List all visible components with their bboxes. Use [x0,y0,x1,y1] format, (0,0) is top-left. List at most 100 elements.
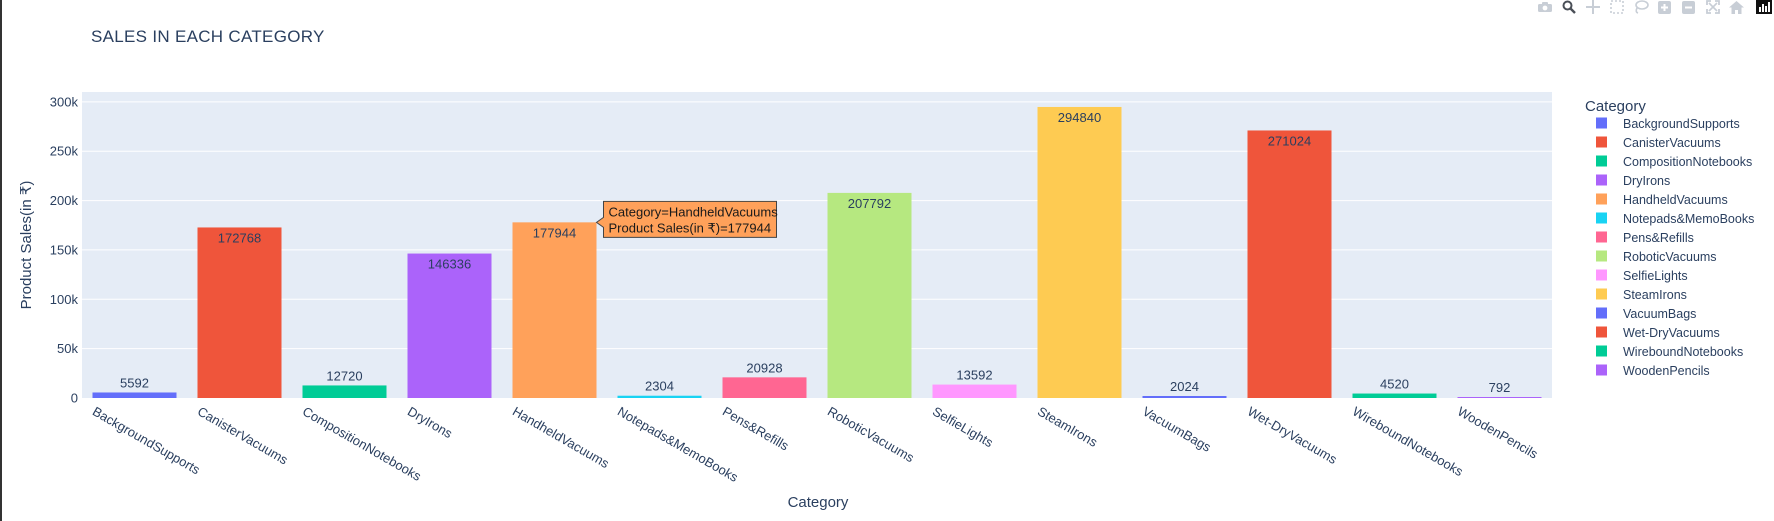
x-tick-label: WoodenPencils [1455,404,1541,462]
legend-swatch [1596,307,1607,319]
legend-label: VacuumBags [1623,307,1696,321]
hover-tooltip: Category=HandheldVacuums Product Sales(i… [595,200,778,238]
legend-item[interactable]: Notepads&MemoBooks [1596,212,1754,226]
y-tick-label: 50k [57,341,78,356]
legend: BackgroundSupports CanisterVacuums Composi… [1596,117,1754,378]
autoscale-icon[interactable] [1704,0,1721,14]
legend-swatch [1596,326,1607,338]
data-label: 271024 [1268,133,1311,148]
legend-item[interactable]: VacuumBags [1596,307,1696,321]
x-tick-label: DryIrons [405,404,455,442]
legend-swatch [1596,174,1607,186]
legend-swatch [1596,250,1607,262]
x-tick-label: BackgroundSupports [90,404,203,478]
legend-swatch [1596,193,1607,205]
legend-item[interactable]: HandheldVacuums [1596,193,1728,207]
lasso-select-icon[interactable] [1632,0,1649,14]
data-labels: 5592 172768 12720 146336 177944 2304 20928 2077… [120,110,1510,395]
window-left-border [0,0,2,521]
reset-axes-icon[interactable] [1728,0,1745,14]
legend-label: Notepads&MemoBooks [1623,212,1754,226]
y-tick-label: 150k [50,242,79,257]
data-label: 20928 [746,360,782,375]
y-axis-title: Product Sales(in ₹) [18,181,35,310]
data-label: 792 [1489,380,1511,395]
legend-swatch [1596,155,1607,167]
chart-title: SALES IN EACH CATEGORY [91,27,325,46]
legend-swatch [1596,364,1607,376]
legend-item[interactable]: RoboticVacuums [1596,250,1717,264]
bar-CanisterVacuums[interactable] [197,227,282,398]
legend-label: CanisterVacuums [1623,136,1721,150]
legend-label: BackgroundSupports [1623,117,1740,131]
camera-icon[interactable] [1536,0,1553,14]
legend-label: Pens&Refills [1623,231,1694,245]
legend-label: CompositionNotebooks [1623,155,1752,169]
legend-item[interactable]: CompositionNotebooks [1596,155,1752,169]
x-tick-label: CanisterVacuums [195,404,291,468]
legend-label: DryIrons [1623,174,1670,188]
legend-swatch [1596,269,1607,281]
legend-swatch [1596,117,1607,129]
legend-label: SteamIrons [1623,288,1687,302]
bar-Pens&Refills[interactable] [722,377,807,398]
data-label: 294840 [1058,110,1101,125]
data-label: 177944 [533,225,576,240]
legend-swatch [1596,345,1607,357]
x-axis-title: Category [788,494,849,511]
x-tick-label: VacuumBags [1140,404,1214,455]
legend-item[interactable]: BackgroundSupports [1596,117,1740,131]
data-label: 2024 [1170,379,1199,394]
pan-icon[interactable] [1584,0,1601,14]
legend-swatch [1596,288,1607,300]
box-select-icon[interactable] [1608,0,1625,14]
y-tick-label: 250k [50,144,79,159]
legend-swatch [1596,231,1607,243]
legend-item[interactable]: SelfieLights [1596,269,1688,283]
zoom-in-icon[interactable] [1656,0,1673,14]
bar-VacuumBags[interactable] [1142,396,1227,398]
bar-HandheldVacuums[interactable] [512,222,597,398]
bar-RoboticVacuums[interactable] [827,192,912,398]
legend-title: Category [1585,98,1646,115]
data-label: 5592 [120,375,149,390]
data-label: 2304 [645,379,674,394]
data-label: 146336 [428,257,471,272]
y-tick-label: 200k [50,193,79,208]
legend-label: SelfieLights [1623,269,1688,283]
legend-item[interactable]: Pens&Refills [1596,231,1694,245]
x-tick-label: SelfieLights [930,404,996,451]
bar-BackgroundSupports[interactable] [92,392,177,398]
bar-CompositionNotebooks[interactable] [302,385,387,398]
data-label: 13592 [956,368,992,383]
zoom-out-icon[interactable] [1680,0,1697,14]
zoom-icon[interactable] [1560,0,1577,14]
legend-item[interactable]: SteamIrons [1596,288,1687,302]
bar-SteamIrons[interactable] [1037,106,1122,398]
data-label: 4520 [1380,377,1409,392]
legend-item[interactable]: DryIrons [1596,174,1670,188]
x-tick-label: WireboundNotebooks [1350,404,1466,480]
legend-item[interactable]: WoodenPencils [1596,364,1710,378]
data-label: 207792 [848,196,891,211]
plotly-logo-icon[interactable] [1756,0,1772,14]
bar-WoodenPencils[interactable] [1457,397,1542,398]
bar-SelfieLights[interactable] [932,384,1017,398]
x-tick-label: SteamIrons [1035,404,1101,450]
bar-Wet-DryVacuums[interactable] [1247,130,1332,398]
legend-item[interactable]: Wet-DryVacuums [1596,326,1720,340]
legend-item[interactable]: WireboundNotebooks [1596,345,1743,359]
bar-DryIrons[interactable] [407,253,492,398]
modebar [1536,0,1774,14]
data-label: 172768 [218,230,261,245]
tooltip-line-value: Product Sales(in ₹)=177944 [609,220,772,235]
bar-WireboundNotebooks[interactable] [1352,393,1437,398]
legend-swatch [1596,136,1607,148]
x-tick-label: Pens&Refills [720,404,792,454]
data-label: 12720 [326,368,362,383]
y-tick-label: 300k [50,94,79,109]
bar-Notepads&MemoBooks[interactable] [617,395,702,398]
legend-item[interactable]: CanisterVacuums [1596,136,1721,150]
